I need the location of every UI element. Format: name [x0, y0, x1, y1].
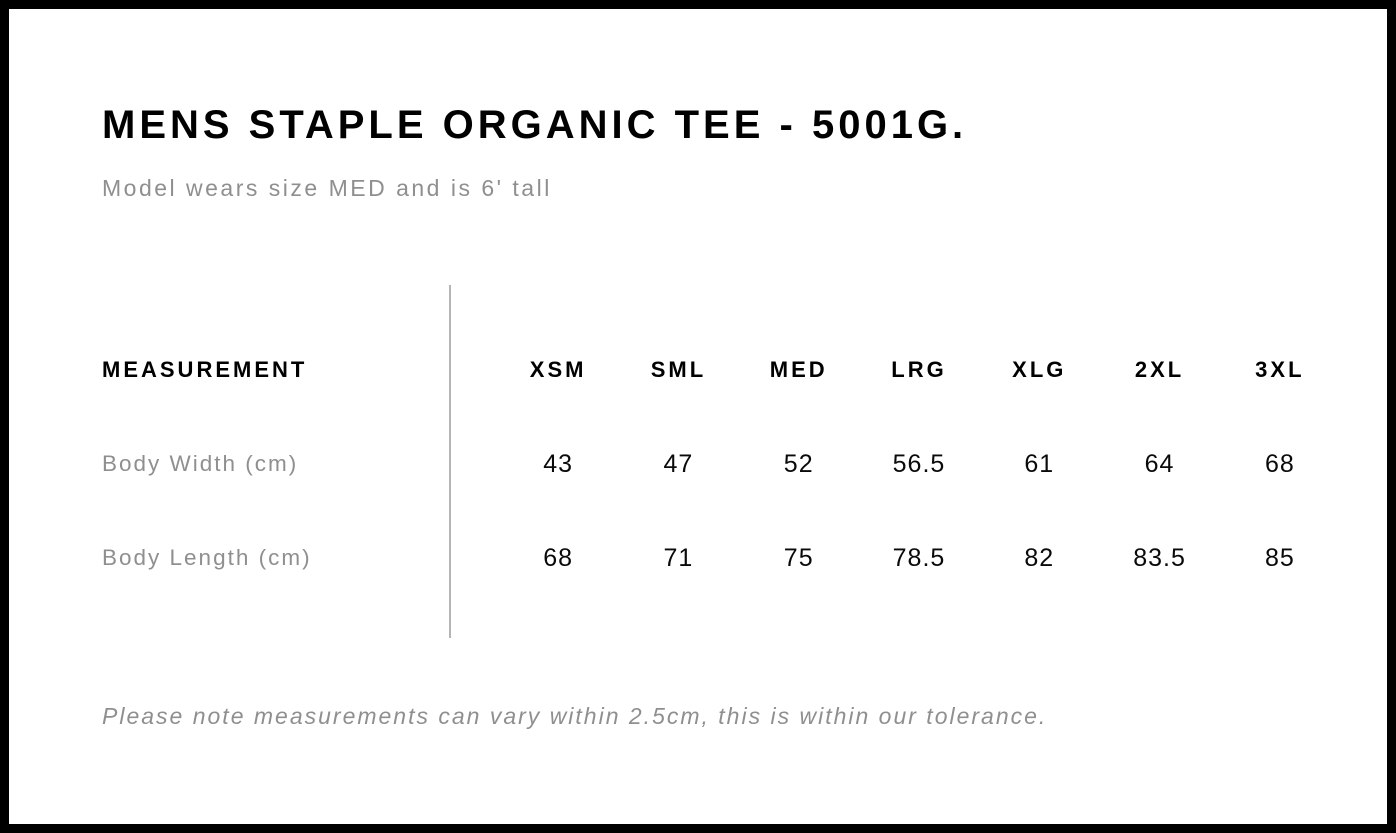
- body-width-row-label: Body Width (cm): [102, 451, 299, 476]
- table-cell: 47: [663, 449, 694, 478]
- table-cell: 82: [1024, 543, 1055, 572]
- size-header-xsm: XSM: [529, 357, 587, 382]
- table-cell: 75: [783, 543, 814, 572]
- table-cell: 83.5: [1133, 543, 1186, 572]
- body-length-row-label: Body Length (cm): [102, 545, 312, 570]
- size-header-med: MED: [769, 357, 828, 382]
- tolerance-note: Please note measurements can vary within…: [102, 703, 1048, 729]
- table-cell: 43: [543, 449, 574, 478]
- size-header-3xl: 3XL: [1255, 357, 1305, 382]
- size-values-columns: XSM SML MED LRG XLG 2XL 3XL 43 47 52 56.…: [451, 285, 1340, 638]
- page-header: MENS STAPLE ORGANIC TEE - 5001G. Model w…: [102, 101, 1387, 203]
- table-cell: 68: [1264, 449, 1295, 478]
- table-cell: 61: [1024, 449, 1055, 478]
- size-chart-table: MEASUREMENT Body Width (cm) Body Length …: [102, 285, 1340, 638]
- table-cell: 68: [543, 543, 574, 572]
- model-size-note: Model wears size MED and is 6' tall: [102, 175, 552, 201]
- size-header-lrg: LRG: [891, 357, 947, 382]
- table-cell: 56.5: [892, 449, 946, 478]
- table-row: Body Width (cm): [102, 417, 449, 511]
- table-row: Body Length (cm): [102, 511, 449, 605]
- measurement-label-column: MEASUREMENT Body Width (cm) Body Length …: [102, 285, 449, 638]
- size-header-2xl: 2XL: [1134, 357, 1185, 382]
- body-length-values-row: 68 71 75 78.5 82 83.5 85: [498, 511, 1340, 605]
- table-cell: 71: [663, 543, 694, 572]
- size-header-row: XSM SML MED LRG XLG 2XL 3XL: [498, 323, 1340, 417]
- table-header-row: MEASUREMENT: [102, 323, 449, 417]
- body-width-values-row: 43 47 52 56.5 61 64 68: [498, 417, 1340, 511]
- table-cell: 78.5: [892, 543, 946, 572]
- page-title: MENS STAPLE ORGANIC TEE - 5001G.: [102, 103, 968, 147]
- table-cell: 64: [1144, 449, 1175, 478]
- table-cell: 52: [783, 449, 814, 478]
- measurement-column-header: MEASUREMENT: [102, 357, 308, 382]
- table-cell: 85: [1264, 543, 1295, 572]
- size-header-xlg: XLG: [1012, 357, 1067, 382]
- page-footer: Please note measurements can vary within…: [9, 700, 1387, 732]
- vertical-divider: [449, 285, 451, 638]
- size-header-sml: SML: [650, 357, 707, 382]
